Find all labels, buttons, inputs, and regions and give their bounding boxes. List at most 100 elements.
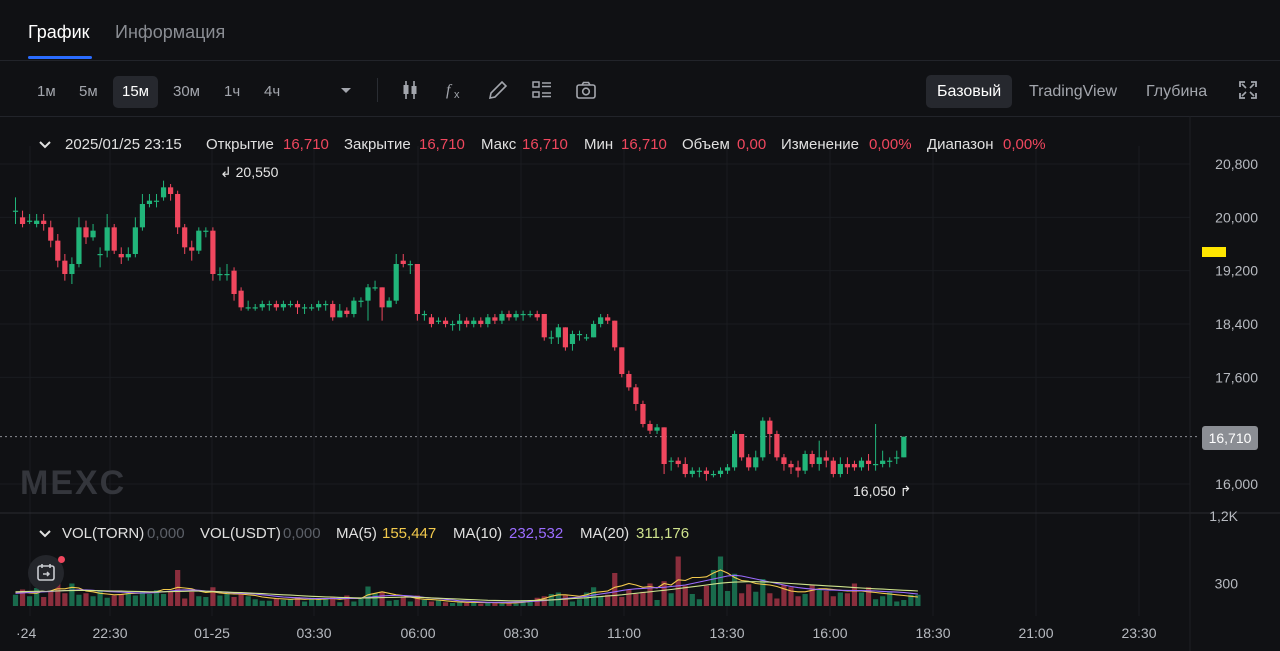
candle-body bbox=[682, 464, 688, 474]
interval-4h[interactable]: 4ч bbox=[264, 83, 281, 100]
view-basic-button[interactable]: Базовый bbox=[926, 75, 1013, 108]
volume-bar bbox=[139, 591, 145, 606]
candle-body bbox=[703, 470, 709, 474]
draw-pencil-icon[interactable] bbox=[486, 78, 510, 102]
price-chart[interactable]: 20,800 20,000 19,200 18,400 17,600 16,000 1,2… bbox=[0, 116, 1280, 651]
interval-1h[interactable]: 1ч bbox=[224, 83, 241, 100]
price-tick-label: 20,800 bbox=[1215, 156, 1258, 172]
candle-body bbox=[830, 460, 836, 474]
volume-bar bbox=[647, 583, 653, 606]
candle-body bbox=[767, 420, 773, 434]
volume-bar bbox=[865, 587, 872, 606]
candle-body bbox=[111, 227, 117, 251]
volume-bar bbox=[802, 594, 808, 606]
candle-body bbox=[90, 230, 96, 238]
candle-body bbox=[118, 254, 124, 258]
volume-bar bbox=[626, 589, 632, 606]
volume-bar bbox=[569, 601, 576, 606]
volume-bar bbox=[386, 600, 392, 606]
view-tradingview-button[interactable]: TradingView bbox=[1029, 83, 1118, 100]
candle-body bbox=[76, 227, 82, 264]
time-tick-label: 13:30 bbox=[709, 625, 744, 641]
candle-body bbox=[139, 204, 145, 228]
candle-body bbox=[569, 334, 576, 344]
volume-bar bbox=[400, 596, 406, 606]
candle-body bbox=[619, 347, 625, 374]
volume-bar bbox=[703, 585, 709, 606]
candle-body bbox=[287, 304, 294, 306]
range-value: 0,00% bbox=[1003, 136, 1046, 153]
volume-bar bbox=[583, 592, 590, 606]
volume-bar bbox=[407, 601, 413, 606]
alert-notification-dot bbox=[58, 556, 65, 563]
candle-body bbox=[654, 427, 660, 431]
volume-bar bbox=[125, 592, 131, 606]
vol-usdt-value: 0,000 bbox=[283, 525, 321, 542]
volume-bar bbox=[217, 595, 223, 606]
volume-bar bbox=[97, 591, 103, 606]
interval-dropdown-icon[interactable] bbox=[334, 78, 358, 102]
candle-body bbox=[583, 337, 590, 339]
candle-body bbox=[464, 320, 470, 324]
volume-bar bbox=[844, 593, 850, 606]
candle-body bbox=[62, 260, 68, 274]
candle-body bbox=[189, 247, 195, 251]
volume-bar bbox=[421, 600, 427, 606]
candlestick-type-icon[interactable] bbox=[398, 78, 422, 102]
high-annotation-arrow-icon: ↲ bbox=[220, 164, 232, 180]
volume-bar bbox=[534, 597, 540, 606]
volume-tick-label: 1,2K bbox=[1209, 508, 1238, 524]
volume-bar bbox=[710, 570, 717, 606]
indicator-fx-icon[interactable]: f x bbox=[443, 78, 467, 102]
volume-bar bbox=[259, 600, 265, 606]
low-annotation: 16,050 ↱ bbox=[853, 483, 911, 500]
camera-icon[interactable] bbox=[574, 78, 598, 102]
view-depth-button[interactable]: Глубина bbox=[1146, 83, 1208, 100]
candle-body bbox=[548, 337, 554, 339]
volume-bar bbox=[894, 601, 900, 606]
ma10-value: 232,532 bbox=[509, 525, 564, 542]
volume-bar bbox=[27, 596, 33, 606]
volume-bar bbox=[724, 591, 731, 606]
candle-body bbox=[612, 320, 618, 348]
volume-bar bbox=[908, 594, 914, 606]
tab-chart[interactable]: График bbox=[28, 22, 90, 42]
candle-body bbox=[83, 227, 89, 238]
volume-bar bbox=[55, 581, 61, 606]
volume-bar bbox=[788, 587, 794, 606]
candle-body bbox=[365, 287, 371, 301]
interval-1m[interactable]: 1м bbox=[37, 83, 56, 100]
fullscreen-icon[interactable] bbox=[1236, 78, 1260, 102]
volume-bar bbox=[168, 591, 174, 606]
candle-body bbox=[851, 464, 858, 468]
volume-axis: 1,2K 300 bbox=[1209, 508, 1238, 592]
volume-bar bbox=[816, 588, 822, 606]
vol-torn-value: 0,000 bbox=[147, 525, 185, 542]
candle-body bbox=[146, 200, 153, 204]
volume-bar bbox=[118, 594, 124, 606]
svg-text:x: x bbox=[454, 89, 460, 101]
volume-bar bbox=[492, 602, 498, 606]
candle-body bbox=[19, 217, 26, 224]
volume-bar bbox=[12, 594, 19, 606]
candle-body bbox=[591, 324, 597, 338]
volume-bar bbox=[245, 596, 251, 606]
time-tick-label: ·24 bbox=[16, 625, 36, 641]
interval-5m[interactable]: 5м bbox=[79, 83, 98, 100]
volume-bar bbox=[668, 593, 674, 606]
time-tick-label: 06:00 bbox=[400, 625, 435, 641]
collapse-chevron-icon[interactable] bbox=[38, 138, 52, 152]
candle-body bbox=[196, 230, 202, 251]
volume-bar bbox=[450, 603, 456, 606]
candle-body bbox=[894, 457, 900, 459]
volume-collapse-chevron-icon[interactable] bbox=[38, 527, 52, 541]
volume-bar bbox=[746, 584, 752, 606]
interval-15m[interactable]: 15м bbox=[113, 76, 158, 108]
volume-bar bbox=[513, 603, 519, 606]
time-tick-label: 21:00 bbox=[1018, 625, 1053, 641]
interval-30m[interactable]: 30м bbox=[173, 83, 200, 100]
volume-bar bbox=[273, 598, 279, 606]
layout-icon[interactable] bbox=[530, 78, 554, 102]
tab-info[interactable]: Информация bbox=[115, 22, 226, 42]
candle-body bbox=[217, 274, 223, 276]
